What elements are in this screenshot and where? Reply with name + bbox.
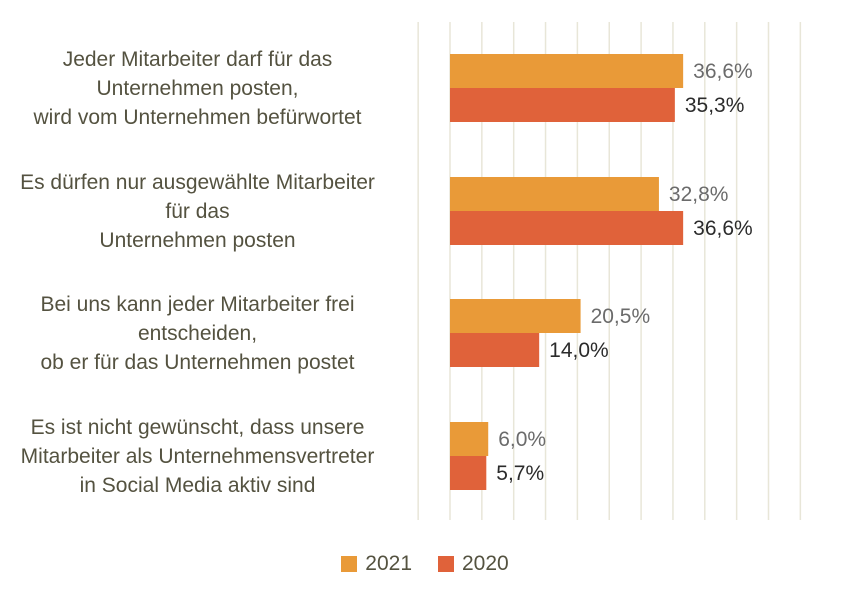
category-label-line: Unternehmen posten	[99, 228, 296, 252]
legend-label-2021: 2021	[365, 552, 412, 575]
category-label-line: Mitarbeiter als Unternehmensvertreter	[20, 444, 375, 468]
legend-item-2021: 2021	[341, 552, 412, 576]
data-label-2021-1: 36,6%	[693, 60, 753, 83]
bar-2021-1	[450, 54, 684, 88]
category-label-line: Unternehmen posten,	[96, 76, 299, 100]
data-label-2021-2: 32,8%	[669, 183, 729, 206]
category-label-line: Es dürfen nur ausgewählte Mitarbeiter	[20, 170, 375, 194]
data-label-2020-1: 35,3%	[685, 94, 745, 117]
data-label-2021-4: 6,0%	[498, 428, 546, 451]
bar-2020-1	[450, 88, 675, 122]
category-label-3: Bei uns kann jeder Mitarbeiter frei entsc…	[0, 290, 395, 377]
bar-2020-3	[450, 333, 540, 367]
bar-2021-4	[450, 422, 489, 456]
category-label-line: für das	[165, 199, 230, 223]
category-label-line: Es ist nicht gewünscht, dass unsere	[30, 415, 365, 439]
legend-swatch-2021	[341, 556, 358, 572]
data-label-2021-3: 20,5%	[591, 305, 651, 328]
data-labels: 36,6% 32,8% 20,5% 6,0% 35,3% 36,6% 14,0% 5,7%	[496, 60, 752, 485]
category-label-line: Bei uns kann jeder Mitarbeiter frei	[40, 292, 355, 316]
bars	[450, 54, 684, 490]
legend-label-2020: 2020	[462, 552, 509, 575]
category-label-line: in Social Media aktiv sind	[79, 473, 316, 497]
bar-2020-4	[450, 456, 487, 490]
data-label-2020-2: 36,6%	[693, 217, 753, 240]
category-label-1: Jeder Mitarbeiter darf für das Unternehme…	[0, 45, 395, 132]
category-label-line: wird vom Unternehmen befürwortet	[33, 105, 362, 129]
bar-2021-3	[450, 299, 581, 333]
category-label-line: entscheiden,	[137, 321, 258, 345]
category-label-2: Es dürfen nur ausgewählte Mitarbeiter für…	[0, 168, 395, 255]
category-label-line: ob er für das Unternehmen postet	[40, 350, 355, 374]
category-label-line: Jeder Mitarbeiter darf für das	[62, 47, 333, 71]
bar-2020-2	[450, 211, 684, 245]
legend-swatch-2020	[438, 556, 454, 572]
legend-item-2020: 2020	[438, 552, 509, 576]
data-label-2020-3: 14,0%	[549, 339, 609, 362]
category-label-4: Es ist nicht gewünscht, dass unsere Mitar…	[0, 413, 395, 500]
bar-2021-2	[450, 177, 659, 211]
data-label-2020-4: 5,7%	[496, 462, 544, 485]
legend: 2021 2020	[0, 552, 850, 576]
